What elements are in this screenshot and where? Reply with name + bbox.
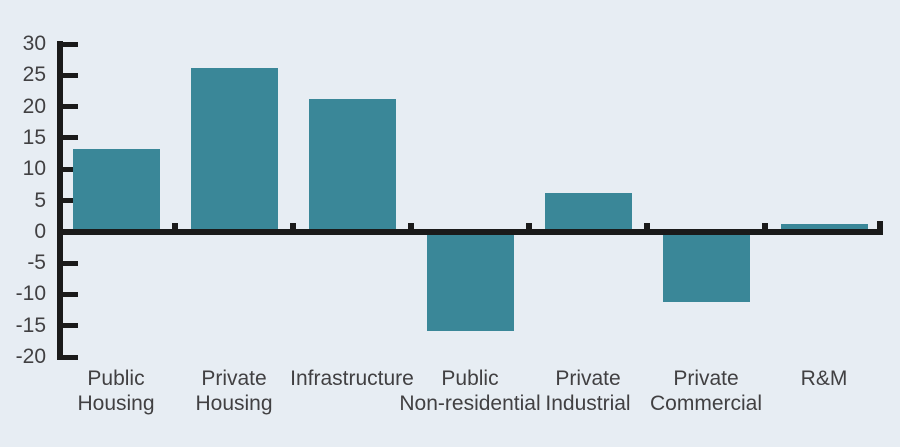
y-tick: [63, 354, 78, 360]
category-label-private-housing: Private Housing: [144, 366, 324, 416]
category-label-line: Commercial: [649, 392, 762, 415]
y-tick-label: 10: [22, 157, 46, 181]
y-tick: [63, 135, 78, 141]
category-label-line: Housing: [77, 392, 155, 415]
x-boundary-tick: [644, 222, 650, 229]
category-label-line: R&M: [800, 367, 848, 390]
y-tick: [63, 198, 78, 203]
bar-private-housing: [190, 67, 278, 229]
category-label-public-non-residential: Public Non-residential: [380, 366, 560, 416]
y-tick-label: 25: [22, 63, 46, 87]
bar-private-commercial: [662, 234, 750, 302]
y-tick: [63, 323, 78, 329]
y-tick: [63, 166, 78, 172]
y-tick: [63, 291, 78, 297]
y-axis-line: [57, 41, 63, 360]
bar-infrastructure: [308, 99, 396, 229]
category-label-private-industrial: Private Industrial: [498, 366, 678, 416]
category-label-line: Non-residential: [399, 392, 541, 415]
x-axis-line: [57, 228, 883, 235]
y-tick-label: -20: [15, 345, 46, 368]
y-tick-label: 5: [34, 188, 46, 212]
y-tick-label: 20: [22, 94, 46, 118]
y-tick-label: -5: [27, 251, 46, 275]
category-label-line: Private: [673, 367, 739, 390]
y-tick-label: -10: [15, 282, 46, 306]
y-tick-label: 0: [34, 219, 46, 243]
y-tick: [63, 72, 78, 78]
category-label-line: Private: [555, 367, 621, 390]
y-tick-label: 15: [22, 125, 46, 149]
category-label-line: Private: [201, 367, 267, 390]
y-tick-label: -15: [15, 313, 46, 337]
category-label-infrastructure: Infrastructure: [262, 366, 442, 391]
category-label-line: Housing: [195, 392, 273, 415]
x-boundary-tick: [526, 222, 532, 229]
x-boundary-tick: [408, 222, 414, 229]
x-boundary-tick: [172, 222, 178, 229]
bar-r-m: [780, 224, 868, 229]
y-tick: [63, 260, 78, 266]
bar-private-industrial: [544, 192, 632, 229]
x-boundary-tick: [762, 222, 768, 229]
category-label-line: Industrial: [545, 392, 631, 415]
category-label-line: Public: [87, 367, 145, 390]
category-label-line: Infrastructure: [290, 367, 414, 390]
y-tick-label: 30: [22, 32, 46, 55]
bar-public-housing: [72, 149, 160, 229]
y-tick: [63, 104, 78, 110]
category-label-line: Public: [441, 367, 499, 390]
category-label-public-housing: Public Housing: [26, 366, 206, 416]
category-label-r-m: R&M: [734, 366, 900, 391]
bar-public-non-residential: [426, 234, 514, 332]
x-boundary-tick: [290, 222, 296, 229]
x-boundary-tick: [877, 220, 883, 229]
category-label-private-commercial: Private Commercial: [616, 366, 796, 416]
y-tick: [63, 41, 78, 47]
